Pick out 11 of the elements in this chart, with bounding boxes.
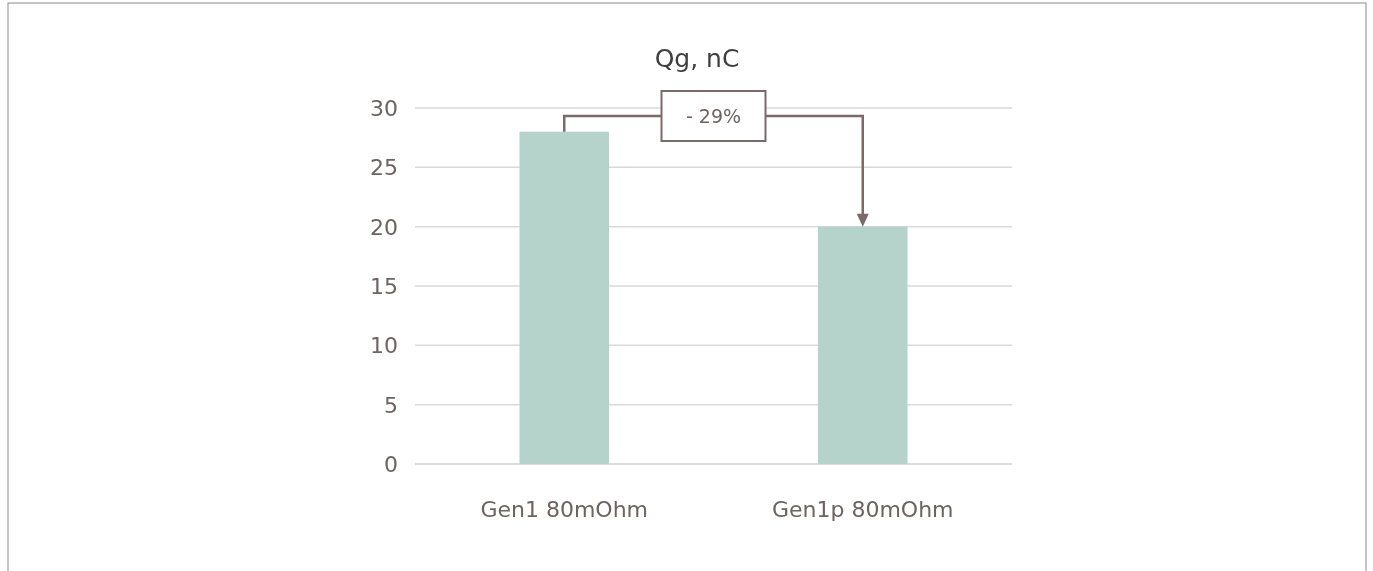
chart-title: Qg, nC xyxy=(654,44,740,73)
y-tick-label: 15 xyxy=(370,274,398,299)
y-tick-label: 0 xyxy=(384,452,398,477)
y-tick-label: 20 xyxy=(370,214,398,240)
y-tick-label: 5 xyxy=(384,392,398,418)
y-tick-label: 25 xyxy=(370,155,398,181)
annotation: - 29% xyxy=(685,105,742,127)
x-tick-label: Gen1 80mOhm xyxy=(480,497,649,522)
y-tick-label: 10 xyxy=(370,333,398,359)
y-tick-label: 30 xyxy=(370,96,398,121)
x-tick-label: Gen1p 80mOhm xyxy=(771,497,954,522)
